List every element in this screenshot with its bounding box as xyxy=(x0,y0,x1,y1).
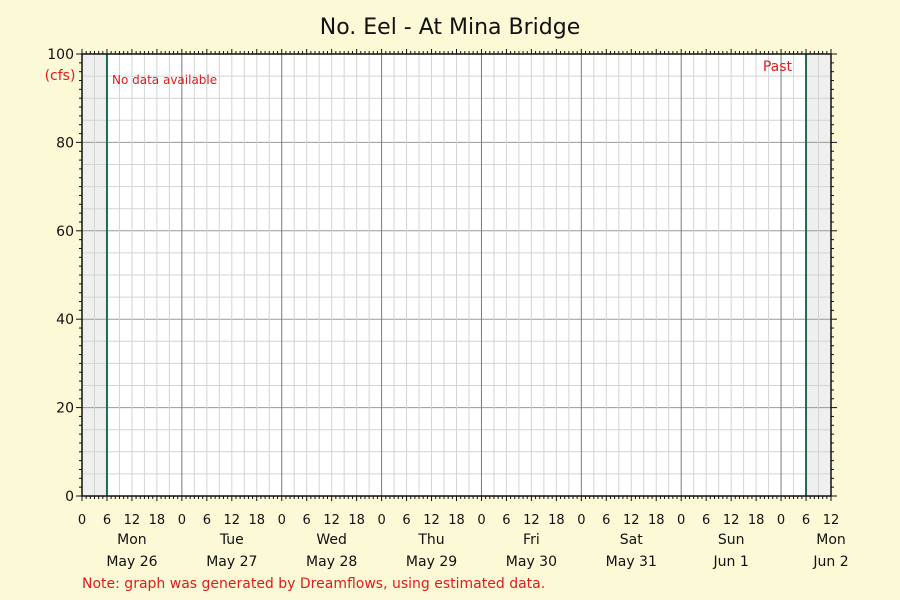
day-weekday-label: Mon xyxy=(816,532,846,548)
x-tick-label: 0 xyxy=(278,513,286,528)
x-tick-label: 12 xyxy=(423,513,440,528)
x-tick-label: 18 xyxy=(149,513,166,528)
x-tick-label: 0 xyxy=(78,513,86,528)
x-tick-label: 18 xyxy=(648,513,665,528)
y-tick-label: 60 xyxy=(56,224,74,240)
x-tick-label: 6 xyxy=(402,513,410,528)
day-weekday-label: Sun xyxy=(718,532,745,548)
x-tick-label: 6 xyxy=(103,513,111,528)
past-label: Past xyxy=(763,59,793,75)
x-tick-label: 18 xyxy=(348,513,365,528)
x-tick-label: 6 xyxy=(802,513,810,528)
x-tick-label: 6 xyxy=(303,513,311,528)
x-tick-label: 0 xyxy=(677,513,685,528)
day-weekday-label: Mon xyxy=(117,532,147,548)
day-date-label: May 29 xyxy=(406,554,457,570)
chart-title: No. Eel - At Mina Bridge xyxy=(320,15,581,40)
day-weekday-label: Thu xyxy=(417,532,444,548)
day-date-label: May 27 xyxy=(206,554,257,570)
x-tick-label: 18 xyxy=(448,513,465,528)
y-tick-label: 0 xyxy=(65,489,74,505)
chart-note: Note: graph was generated by Dreamflows,… xyxy=(82,576,545,592)
x-tick-label: 12 xyxy=(224,513,241,528)
x-tick-label: 12 xyxy=(523,513,540,528)
x-tick-label: 0 xyxy=(577,513,585,528)
x-tick-label: 6 xyxy=(502,513,510,528)
day-date-label: May 31 xyxy=(606,554,657,570)
x-tick-label: 18 xyxy=(548,513,565,528)
x-tick-label: 0 xyxy=(377,513,385,528)
x-tick-label: 12 xyxy=(323,513,340,528)
x-tick-label: 12 xyxy=(723,513,740,528)
day-weekday-label: Tue xyxy=(219,532,244,548)
no-data-label: No data available xyxy=(112,73,217,87)
y-tick-label: 20 xyxy=(56,401,74,417)
x-tick-label: 12 xyxy=(623,513,640,528)
x-tick-label: 0 xyxy=(477,513,485,528)
x-tick-label: 12 xyxy=(124,513,141,528)
y-tick-label: 40 xyxy=(56,312,74,328)
day-weekday-label: Wed xyxy=(316,532,347,548)
day-date-label: Jun 2 xyxy=(812,554,848,570)
x-tick-label: 0 xyxy=(178,513,186,528)
day-date-label: Jun 1 xyxy=(713,554,749,570)
x-tick-label: 6 xyxy=(602,513,610,528)
day-date-label: May 26 xyxy=(106,554,157,570)
y-tick-label: 80 xyxy=(56,135,74,151)
x-tick-label: 6 xyxy=(702,513,710,528)
day-weekday-label: Sat xyxy=(620,532,643,548)
x-tick-label: 18 xyxy=(248,513,265,528)
y-tick-label: 100 xyxy=(47,47,74,63)
x-tick-label: 18 xyxy=(748,513,765,528)
day-date-label: May 30 xyxy=(506,554,557,570)
y-axis-label: (cfs) xyxy=(45,68,76,84)
day-weekday-label: Fri xyxy=(523,532,540,548)
x-tick-label: 12 xyxy=(823,513,840,528)
x-tick-label: 0 xyxy=(777,513,785,528)
day-date-label: May 28 xyxy=(306,554,357,570)
x-tick-label: 6 xyxy=(203,513,211,528)
